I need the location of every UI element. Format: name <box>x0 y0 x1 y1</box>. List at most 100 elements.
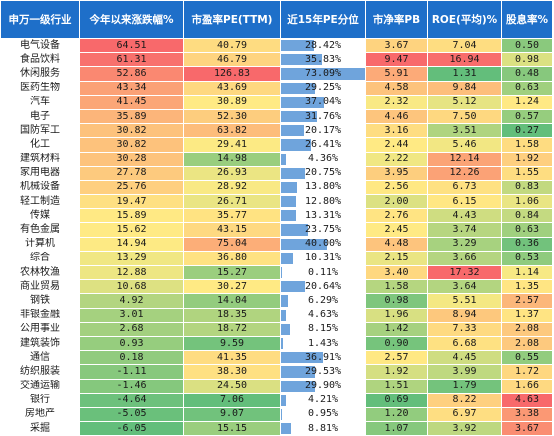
ytd-change-cell[interactable]: 52.86 <box>80 67 184 81</box>
roe-cell[interactable]: 6.15 <box>428 195 502 209</box>
pe-percentile-cell[interactable]: 29.90% <box>281 379 366 393</box>
pe-ttm-cell[interactable]: 35.77 <box>184 209 281 223</box>
dividend-yield-cell[interactable]: 0.50 <box>502 39 553 53</box>
industry-name-cell[interactable]: 建筑装饰 <box>1 336 80 350</box>
header-ytd-change[interactable]: 今年以来涨跌幅% <box>80 1 184 39</box>
ytd-change-cell[interactable]: 0.18 <box>80 351 184 365</box>
ytd-change-cell[interactable]: 0.93 <box>80 336 184 350</box>
pb-cell[interactable]: 2.32 <box>366 95 428 109</box>
pe-percentile-cell[interactable]: 73.09% <box>281 67 366 81</box>
roe-cell[interactable]: 8.94 <box>428 308 502 322</box>
header-pe-ttm[interactable]: 市盈率PE(TTM) <box>184 1 281 39</box>
industry-name-cell[interactable]: 机械设备 <box>1 180 80 194</box>
pb-cell[interactable]: 1.07 <box>366 422 428 436</box>
pe-percentile-cell[interactable]: 13.31% <box>281 209 366 223</box>
ytd-change-cell[interactable]: -1.11 <box>80 365 184 379</box>
roe-cell[interactable]: 3.64 <box>428 280 502 294</box>
dividend-yield-cell[interactable]: 0.48 <box>502 67 553 81</box>
pe-percentile-cell[interactable]: 31.76% <box>281 109 366 123</box>
ytd-change-cell[interactable]: 35.89 <box>80 109 184 123</box>
ytd-change-cell[interactable]: 30.28 <box>80 152 184 166</box>
ytd-change-cell[interactable]: 41.45 <box>80 95 184 109</box>
pe-ttm-cell[interactable]: 43.15 <box>184 223 281 237</box>
pe-ttm-cell[interactable]: 38.30 <box>184 365 281 379</box>
pe-ttm-cell[interactable]: 36.80 <box>184 251 281 265</box>
industry-name-cell[interactable]: 家用电器 <box>1 166 80 180</box>
industry-name-cell[interactable]: 有色金属 <box>1 223 80 237</box>
pe-ttm-cell[interactable]: 63.82 <box>184 124 281 138</box>
pb-cell[interactable]: 1.92 <box>366 365 428 379</box>
pe-percentile-cell[interactable]: 10.31% <box>281 251 366 265</box>
pe-ttm-cell[interactable]: 18.72 <box>184 322 281 336</box>
industry-name-cell[interactable]: 汽车 <box>1 95 80 109</box>
industry-name-cell[interactable]: 非银金融 <box>1 308 80 322</box>
industry-name-cell[interactable]: 综合 <box>1 251 80 265</box>
pe-ttm-cell[interactable]: 43.69 <box>184 81 281 95</box>
pe-ttm-cell[interactable]: 28.92 <box>184 180 281 194</box>
roe-cell[interactable]: 9.84 <box>428 81 502 95</box>
pb-cell[interactable]: 2.00 <box>366 195 428 209</box>
dividend-yield-cell[interactable]: 3.38 <box>502 407 553 421</box>
pe-percentile-cell[interactable]: 6.29% <box>281 294 366 308</box>
roe-cell[interactable]: 8.22 <box>428 393 502 407</box>
ytd-change-cell[interactable]: 19.47 <box>80 195 184 209</box>
pb-cell[interactable]: 2.15 <box>366 251 428 265</box>
dividend-yield-cell[interactable]: 0.83 <box>502 180 553 194</box>
pe-ttm-cell[interactable]: 9.07 <box>184 407 281 421</box>
pe-ttm-cell[interactable]: 46.79 <box>184 53 281 67</box>
dividend-yield-cell[interactable]: 1.72 <box>502 365 553 379</box>
pe-ttm-cell[interactable]: 41.35 <box>184 351 281 365</box>
roe-cell[interactable]: 1.31 <box>428 67 502 81</box>
industry-name-cell[interactable]: 公用事业 <box>1 322 80 336</box>
pe-ttm-cell[interactable]: 126.83 <box>184 67 281 81</box>
ytd-change-cell[interactable]: 10.68 <box>80 280 184 294</box>
pe-ttm-cell[interactable]: 75.04 <box>184 237 281 251</box>
pe-percentile-cell[interactable]: 13.80% <box>281 180 366 194</box>
pb-cell[interactable]: 2.22 <box>366 152 428 166</box>
dividend-yield-cell[interactable]: 0.55 <box>502 351 553 365</box>
ytd-change-cell[interactable]: 13.29 <box>80 251 184 265</box>
dividend-yield-cell[interactable]: 1.14 <box>502 266 553 280</box>
pb-cell[interactable]: 9.47 <box>366 53 428 67</box>
pb-cell[interactable]: 4.58 <box>366 81 428 95</box>
roe-cell[interactable]: 5.12 <box>428 95 502 109</box>
industry-name-cell[interactable]: 计算机 <box>1 237 80 251</box>
pb-cell[interactable]: 1.51 <box>366 379 428 393</box>
pb-cell[interactable]: 3.67 <box>366 39 428 53</box>
roe-cell[interactable]: 5.46 <box>428 138 502 152</box>
dividend-yield-cell[interactable]: 1.55 <box>502 166 553 180</box>
ytd-change-cell[interactable]: 43.34 <box>80 81 184 95</box>
roe-cell[interactable]: 3.92 <box>428 422 502 436</box>
pe-ttm-cell[interactable]: 14.98 <box>184 152 281 166</box>
dividend-yield-cell[interactable]: 2.08 <box>502 322 553 336</box>
header-pe-percentile[interactable]: 近15年PE分位 <box>281 1 366 39</box>
industry-name-cell[interactable]: 传媒 <box>1 209 80 223</box>
pb-cell[interactable]: 2.56 <box>366 180 428 194</box>
pb-cell[interactable]: 2.45 <box>366 223 428 237</box>
pb-cell[interactable]: 1.96 <box>366 308 428 322</box>
roe-cell[interactable]: 3.51 <box>428 124 502 138</box>
ytd-change-cell[interactable]: 30.82 <box>80 124 184 138</box>
ytd-change-cell[interactable]: 15.62 <box>80 223 184 237</box>
dividend-yield-cell[interactable]: 0.84 <box>502 209 553 223</box>
dividend-yield-cell[interactable]: 2.57 <box>502 294 553 308</box>
pe-percentile-cell[interactable]: 29.25% <box>281 81 366 95</box>
pb-cell[interactable]: 0.90 <box>366 336 428 350</box>
roe-cell[interactable]: 16.94 <box>428 53 502 67</box>
ytd-change-cell[interactable]: 30.82 <box>80 138 184 152</box>
ytd-change-cell[interactable]: 3.01 <box>80 308 184 322</box>
dividend-yield-cell[interactable]: 3.67 <box>502 422 553 436</box>
pe-percentile-cell[interactable]: 12.80% <box>281 195 366 209</box>
roe-cell[interactable]: 3.99 <box>428 365 502 379</box>
roe-cell[interactable]: 4.45 <box>428 351 502 365</box>
header-industry[interactable]: 申万一级行业 <box>1 1 80 39</box>
industry-name-cell[interactable]: 钢铁 <box>1 294 80 308</box>
ytd-change-cell[interactable]: 12.88 <box>80 266 184 280</box>
pe-percentile-cell[interactable]: 20.75% <box>281 166 366 180</box>
pe-percentile-cell[interactable]: 35.83% <box>281 53 366 67</box>
industry-name-cell[interactable]: 食品饮料 <box>1 53 80 67</box>
dividend-yield-cell[interactable]: 1.06 <box>502 195 553 209</box>
pe-percentile-cell[interactable]: 36.91% <box>281 351 366 365</box>
industry-name-cell[interactable]: 采掘 <box>1 422 80 436</box>
pe-ttm-cell[interactable]: 30.89 <box>184 95 281 109</box>
